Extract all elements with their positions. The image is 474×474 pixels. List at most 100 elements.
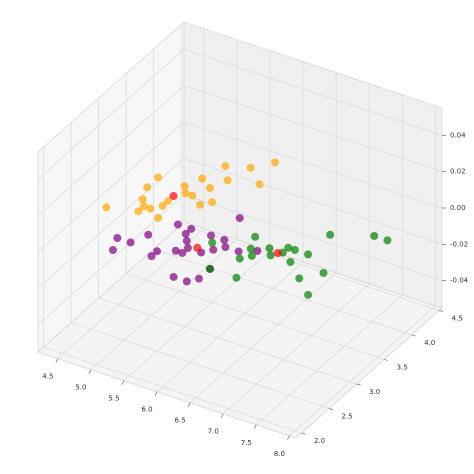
grid-line bbox=[90, 239, 238, 370]
point bbox=[181, 229, 190, 238]
y-tick bbox=[328, 408, 334, 410]
x-tick-label: 7.5 bbox=[241, 439, 252, 447]
x-tick-label: 8.0 bbox=[274, 450, 285, 458]
y-tick bbox=[301, 432, 306, 435]
y-tick-label: 2.5 bbox=[341, 413, 352, 421]
x-tick bbox=[154, 391, 158, 396]
point bbox=[182, 236, 191, 245]
z-tick-label: -0.02 bbox=[450, 240, 468, 248]
grid-line bbox=[156, 261, 304, 392]
y-tick-label: 4.0 bbox=[424, 339, 435, 347]
grid-line bbox=[183, 121, 443, 209]
x-tick-label: 4.5 bbox=[42, 373, 53, 381]
grid-line bbox=[37, 49, 185, 180]
grid-line bbox=[183, 194, 443, 282]
point bbox=[246, 163, 255, 172]
point bbox=[181, 189, 190, 198]
point bbox=[286, 257, 295, 266]
point bbox=[169, 192, 178, 201]
point bbox=[102, 203, 111, 212]
point bbox=[146, 204, 155, 213]
point bbox=[108, 246, 117, 255]
point bbox=[295, 274, 304, 283]
point bbox=[113, 234, 122, 243]
point bbox=[253, 246, 262, 255]
x-tick bbox=[55, 358, 59, 363]
point bbox=[220, 235, 229, 244]
point bbox=[194, 274, 203, 283]
point bbox=[209, 245, 218, 254]
point bbox=[370, 231, 379, 240]
point bbox=[208, 238, 217, 247]
x-tick bbox=[220, 413, 224, 418]
grid-line bbox=[289, 305, 436, 437]
grid-line bbox=[37, 121, 185, 253]
point bbox=[290, 245, 299, 254]
point bbox=[266, 251, 275, 260]
grid-line bbox=[153, 248, 412, 336]
point bbox=[187, 224, 196, 233]
point bbox=[164, 196, 173, 205]
grid-line bbox=[70, 322, 330, 409]
point bbox=[273, 249, 282, 258]
z-tick-label: 0.00 bbox=[450, 204, 466, 212]
grid-line bbox=[98, 297, 357, 385]
x-tick bbox=[187, 402, 191, 407]
point bbox=[221, 162, 230, 171]
point bbox=[270, 158, 279, 167]
point bbox=[235, 254, 244, 263]
z-tick-label: -0.04 bbox=[450, 277, 469, 285]
point bbox=[232, 273, 241, 282]
point bbox=[126, 238, 135, 247]
point bbox=[138, 195, 147, 204]
y-tick bbox=[384, 359, 389, 361]
grid-line bbox=[183, 158, 443, 245]
point bbox=[205, 183, 214, 192]
y-tick bbox=[439, 310, 444, 312]
grid-line bbox=[43, 346, 302, 434]
point bbox=[178, 248, 187, 257]
point bbox=[304, 290, 313, 299]
point bbox=[153, 247, 162, 256]
x-tick bbox=[121, 380, 125, 385]
grid-line bbox=[183, 48, 443, 136]
point bbox=[383, 236, 392, 245]
point bbox=[193, 243, 202, 252]
y-tick-label: 2.0 bbox=[314, 437, 325, 445]
point bbox=[147, 252, 156, 261]
x-tick-label: 6.5 bbox=[175, 417, 186, 425]
point bbox=[304, 250, 313, 259]
point bbox=[205, 264, 214, 273]
point bbox=[284, 243, 293, 252]
point bbox=[196, 200, 205, 209]
point bbox=[143, 183, 152, 192]
x-tick-label: 5.5 bbox=[108, 395, 119, 403]
point bbox=[326, 230, 335, 239]
point bbox=[223, 176, 232, 185]
point bbox=[247, 251, 256, 260]
point bbox=[221, 243, 230, 252]
x-tick bbox=[88, 369, 92, 374]
x-tick bbox=[254, 424, 257, 429]
grid-line bbox=[256, 294, 403, 426]
grid-line bbox=[183, 85, 443, 172]
point bbox=[265, 244, 274, 253]
point bbox=[251, 232, 260, 241]
x-tick-label: 7.0 bbox=[208, 428, 219, 436]
point bbox=[246, 244, 255, 253]
point bbox=[180, 182, 189, 191]
y-tick-label: 3.5 bbox=[397, 364, 408, 372]
point bbox=[182, 277, 191, 286]
point bbox=[234, 247, 243, 256]
point bbox=[154, 213, 163, 222]
grid-line bbox=[222, 283, 370, 415]
z-tick-label: 0.04 bbox=[450, 131, 466, 139]
point bbox=[183, 244, 192, 253]
point bbox=[207, 231, 216, 240]
point bbox=[158, 201, 167, 210]
x-tick bbox=[287, 435, 290, 440]
point bbox=[139, 202, 148, 211]
point bbox=[198, 174, 207, 183]
x-tick-label: 6.0 bbox=[142, 406, 153, 414]
grid-line bbox=[37, 85, 185, 216]
